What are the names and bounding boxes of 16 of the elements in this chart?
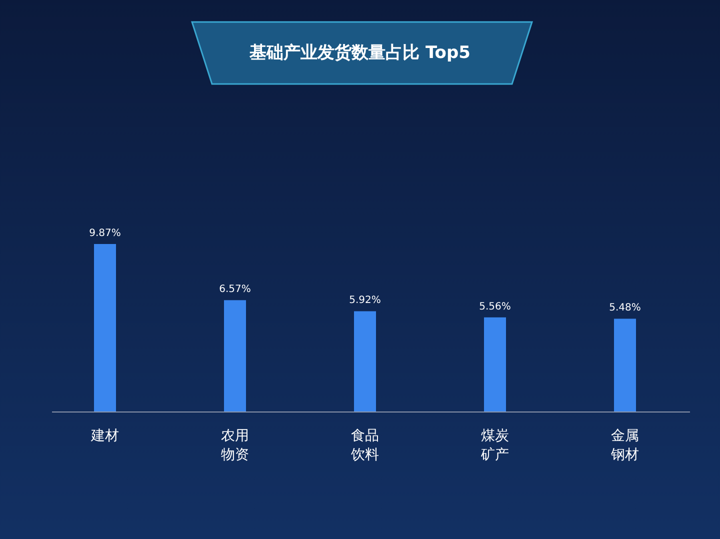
bar	[94, 244, 116, 412]
data-label: 5.92%	[349, 295, 381, 306]
chart-title: 基础产业发货数量占比 Top5	[248, 43, 470, 63]
bar	[614, 318, 636, 412]
bar	[224, 300, 246, 412]
x-tick-label: 食品饮料	[350, 428, 379, 463]
bar	[484, 317, 506, 412]
bar	[354, 311, 376, 412]
x-tick-label: 建材	[90, 428, 119, 444]
x-tick-label: 金属钢材	[610, 428, 639, 463]
data-label: 5.56%	[479, 301, 511, 312]
x-tick-label: 煤炭矿产	[480, 428, 509, 463]
data-label: 6.57%	[219, 284, 251, 296]
x-tick-label: 农用物资	[221, 428, 249, 463]
data-label: 5.48%	[609, 302, 641, 314]
data-label: 9.87%	[89, 228, 121, 239]
